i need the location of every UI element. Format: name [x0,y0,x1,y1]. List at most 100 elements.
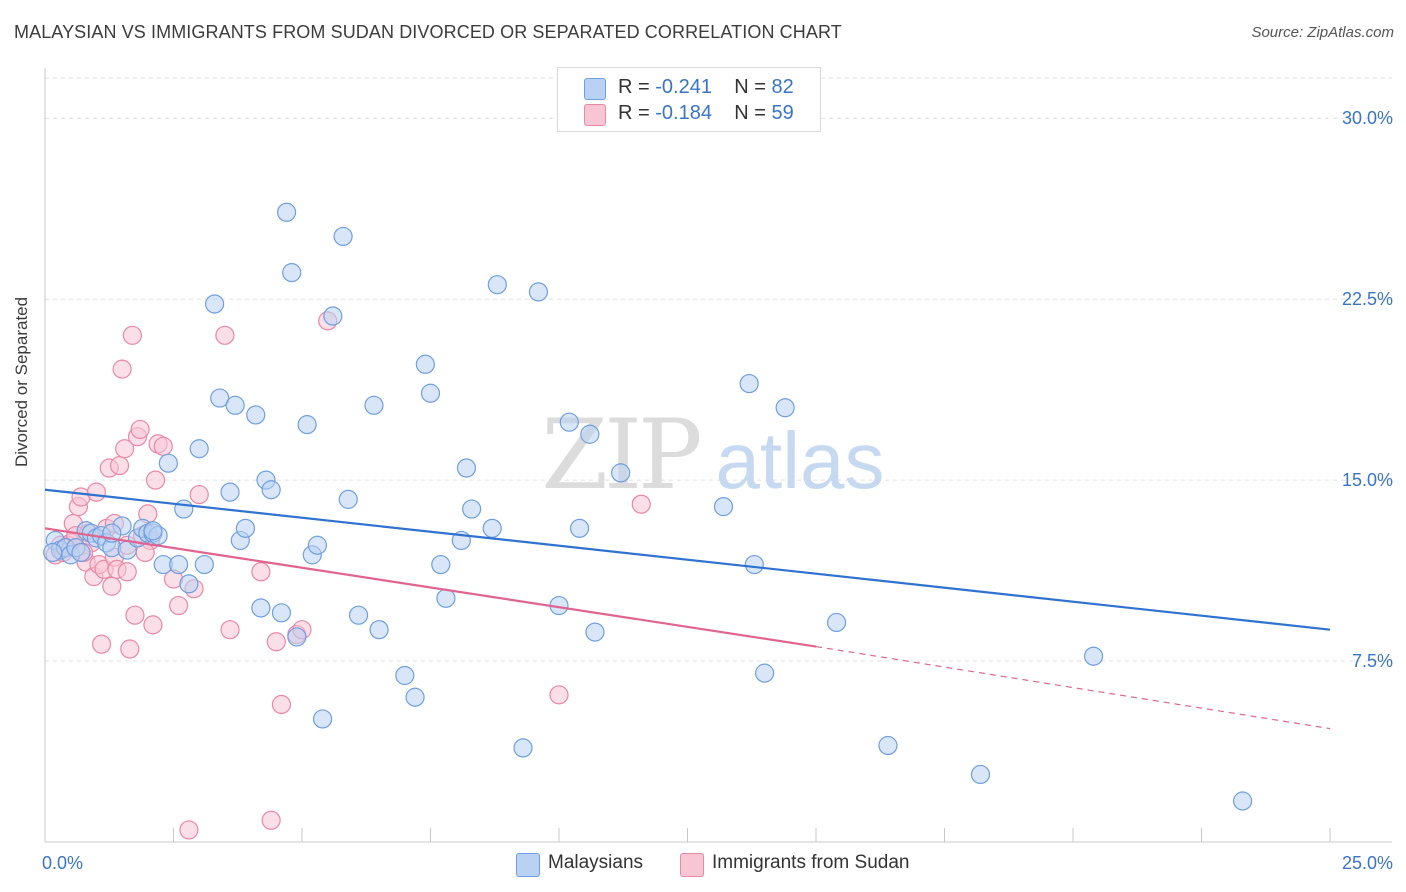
data-point-malaysians [194,554,214,575]
data-point-malaysians [307,535,328,555]
data-point-malaysians [611,463,631,483]
data-point-malaysians [261,480,281,500]
data-point-malaysians [71,542,91,563]
data-point-malaysians [189,439,209,459]
correlation-legend: R = -0.241 N = 82 R = -0.184 N = 59 [557,67,821,132]
data-point-malaysians [826,612,847,633]
data-point-malaysians [205,294,225,314]
trend-lines [44,488,1331,730]
data-point-malaysians [225,395,245,415]
legend-swatch-sudan [584,104,606,126]
legend-swatch-malaysians [516,853,540,877]
x-tick-label: 0.0% [42,853,83,873]
data-point-malaysians [754,663,775,683]
data-point-malaysians [348,605,369,625]
data-point-sudan [251,562,271,582]
data-point-sudan [189,484,209,505]
data-point-malaysians [220,482,240,502]
data-point-malaysians [436,588,456,608]
data-point-malaysians [487,275,507,295]
data-point-malaysians [43,542,63,563]
data-point-malaysians [431,554,451,575]
data-point-malaysians [251,598,271,618]
data-point-malaysians [585,622,605,642]
data-point-malaysians [580,424,600,444]
data-point-malaysians [559,412,579,432]
data-point-malaysians [415,354,435,374]
data-point-malaysians [364,395,384,415]
legend-n-label: N = [734,76,772,98]
data-point-malaysians [739,373,759,394]
trend-line-sudan-extrapolated [815,645,1331,730]
data-point-malaysians [744,554,764,575]
data-point-malaysians [282,263,302,283]
data-point-malaysians [210,388,230,408]
data-point-malaysians [323,306,343,326]
y-tick-label: 15.0% [1342,470,1393,490]
gridlines [45,77,1392,662]
data-point-sudan [120,639,140,659]
data-point-malaysians [312,709,333,729]
legend-swatch-sudan [680,853,704,877]
data-point-malaysians [276,202,297,222]
data-point-malaysians [878,735,898,756]
data-point-sudan [266,632,286,652]
data-point-sudan [109,456,130,476]
data-point-malaysians [569,518,590,538]
data-point-sudan [115,439,135,459]
source-label: Source: ZipAtlas.com [1251,24,1394,41]
data-point-malaysians [158,453,178,473]
axes [44,68,1392,843]
legend-r-label: R = [618,102,656,124]
data-point-sudan [261,810,281,830]
x-tick-label: 25.0% [1342,853,1393,873]
data-point-sudan [271,694,292,715]
data-point-sudan [143,615,163,635]
data-point-malaysians [482,518,502,538]
watermark: ZIP atlas [541,399,884,511]
data-point-malaysians [297,415,317,435]
data-point-malaysians [169,554,189,575]
data-point-sudan [125,605,145,625]
y-tick-label: 7.5% [1352,651,1393,671]
data-point-malaysians [287,627,307,647]
legend-n-value: 59 [771,102,794,124]
trend-line-sudan [44,527,817,648]
y-tick-label: 22.5% [1342,289,1393,309]
data-point-malaysians [235,518,256,538]
data-point-sudan [145,470,166,490]
trend-line-malaysians [44,488,1331,631]
data-point-malaysians [395,665,415,686]
legend-label-sudan: Immigrants from Sudan [712,852,910,873]
data-point-sudan [549,685,569,705]
data-point-malaysians [775,398,795,418]
data-point-malaysians [143,521,163,541]
data-point-sudan [130,419,150,440]
data-point-malaysians [174,499,194,519]
data-point-malaysians [1233,791,1253,811]
data-point-sudan [179,820,199,840]
legend-r-label: R = [618,76,656,98]
data-point-sudan [102,576,122,596]
data-point-malaysians [420,383,441,403]
legend-r-value: -0.184 [655,102,712,124]
data-point-sudan [122,325,142,345]
chart-title: MALAYSIAN VS IMMIGRANTS FROM SUDAN DIVOR… [14,22,842,42]
data-point-malaysians [970,764,991,785]
data-point-malaysians [528,282,549,302]
y-tick-label: 30.0% [1342,108,1393,128]
watermark-atlas: atlas [716,416,885,505]
legend-n-value: 82 [771,76,794,98]
data-point-sudan [631,494,651,514]
data-point-sudan [169,595,189,616]
legend-n-label: N = [734,102,772,124]
data-point-sudan [91,634,112,654]
legend-r-value: -0.241 [655,76,712,98]
data-point-malaysians [179,574,199,594]
data-point-sudan [86,482,107,502]
data-point-malaysians [713,497,734,517]
data-point-malaysians [246,405,266,425]
data-point-sudan [220,620,240,640]
data-point-malaysians [1083,646,1104,666]
